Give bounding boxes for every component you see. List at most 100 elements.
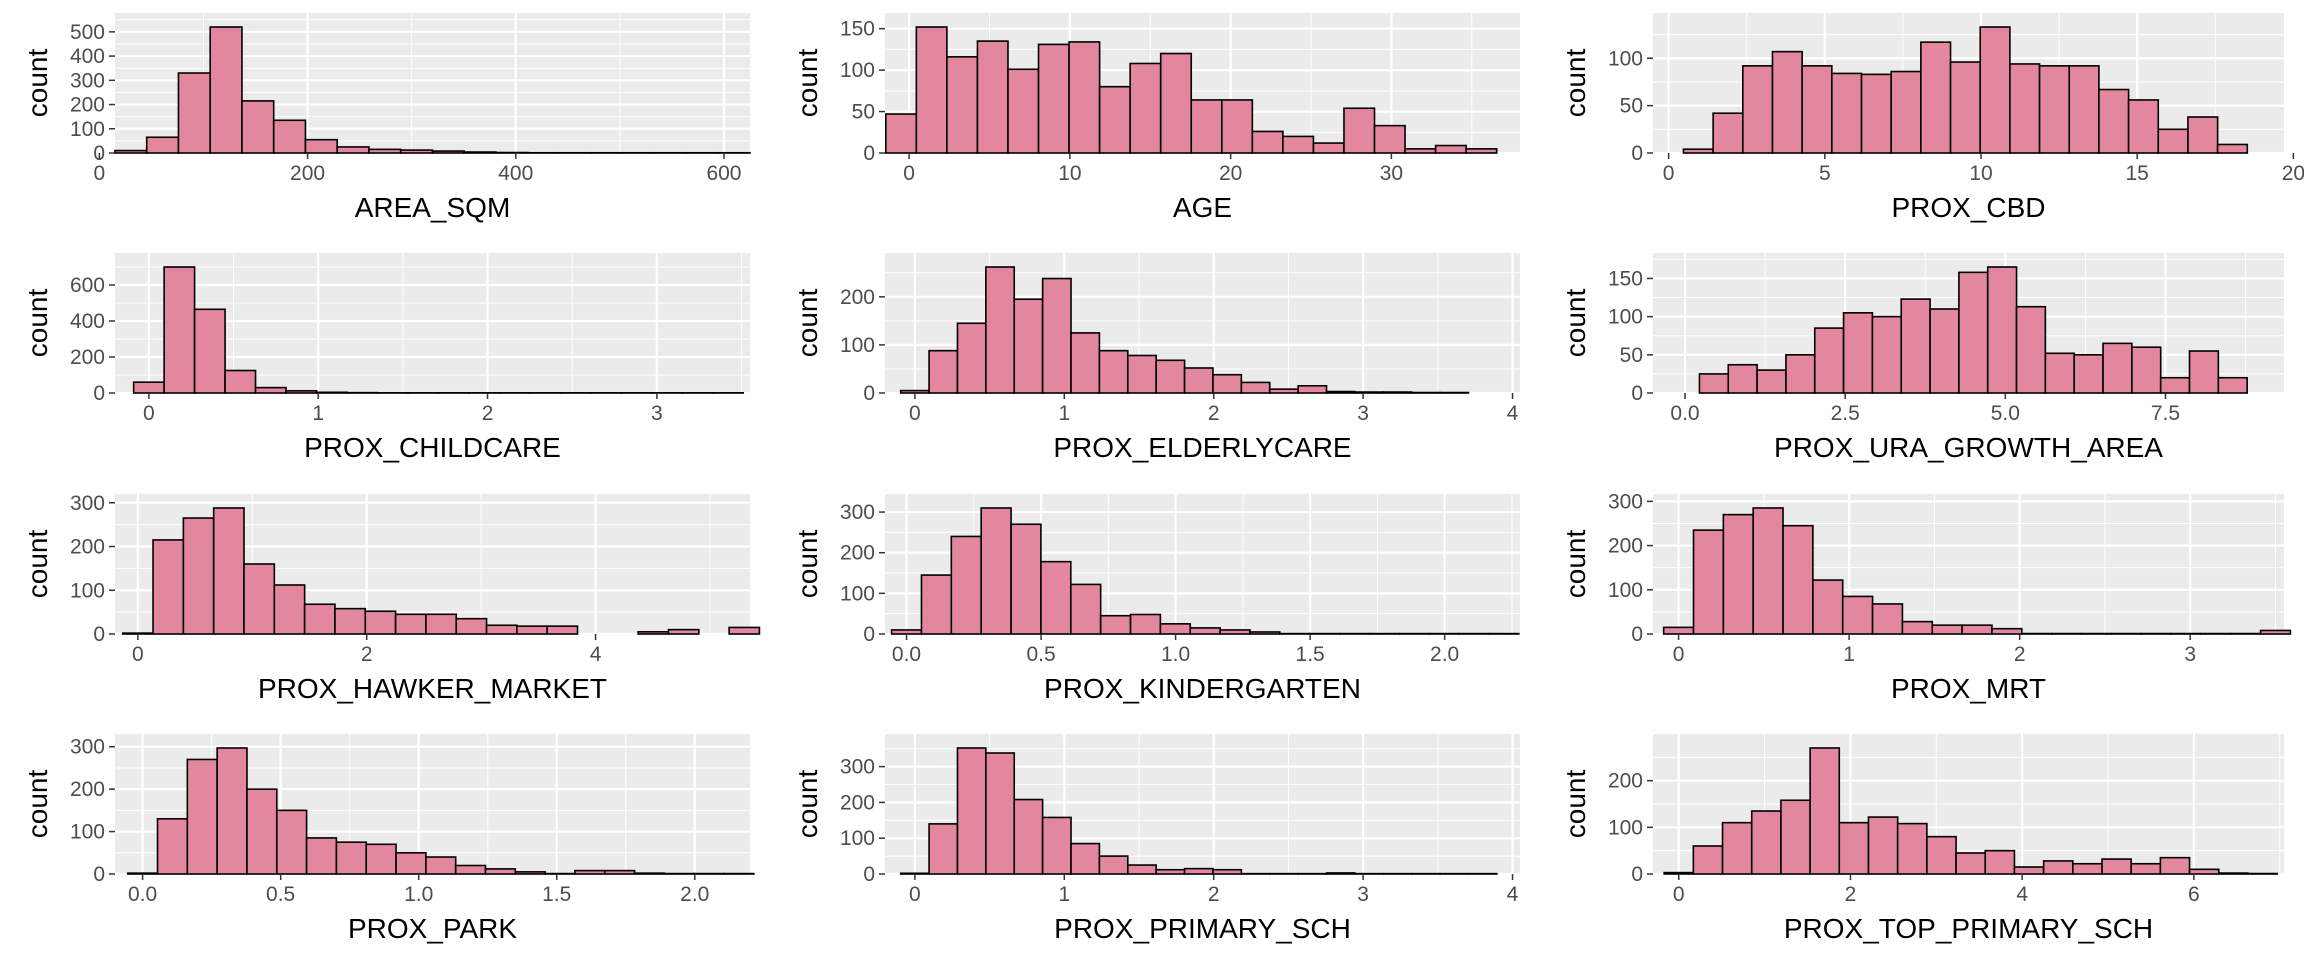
histogram-9-bar <box>1722 513 1754 635</box>
histogram-1-bar <box>463 151 497 154</box>
histogram-5-bar <box>1155 359 1186 394</box>
histogram-1-y-axis-title: count <box>22 49 53 118</box>
histogram-9-bar <box>1961 624 1993 635</box>
histogram-6-y-tick-label: 100 <box>1608 306 1643 329</box>
histogram-8-x-tick-label: 1.0 <box>1161 643 1190 666</box>
histogram-3-x-tick-label: 10 <box>1969 162 1992 185</box>
histogram-5-bar <box>1325 390 1356 394</box>
histogram-8-y-tick-label: 0 <box>863 623 875 646</box>
histogram-9-bar <box>1931 624 1963 635</box>
histogram-8-bar <box>1249 631 1281 635</box>
histogram-5-x-tick-label: 1 <box>1058 402 1070 425</box>
histogram-1-x-tick-label: 200 <box>290 162 325 185</box>
histogram-11-bar <box>1070 842 1101 875</box>
histogram-5-y-axis-title: count <box>792 289 823 358</box>
histogram-1-y-tick-label: 100 <box>70 118 105 141</box>
histogram-10-bar <box>216 747 248 875</box>
histogram-4-y-tick-label: 200 <box>70 346 105 369</box>
histogram-7-bar <box>212 507 245 635</box>
histogram-10-bar <box>365 843 397 875</box>
histogram-9: 0 100 200 300 0 1 2 3 PROX_MRT count <box>1560 490 2292 704</box>
histogram-1-bar <box>177 72 211 154</box>
histogram-12-bar <box>2217 872 2249 875</box>
histogram-4-bar <box>193 308 226 394</box>
histogram-10-x-tick-label: 2.0 <box>680 883 709 906</box>
histogram-12-bar <box>2042 860 2074 875</box>
histogram-9-bar <box>1812 579 1844 635</box>
histogram-4-bar <box>254 386 287 394</box>
histogram-9-x-tick-label: 1 <box>1843 643 1855 666</box>
histogram-10-bar <box>305 837 338 875</box>
histogram-11-x-tick-label: 3 <box>1357 883 1369 906</box>
histogram-5-bar <box>1183 367 1214 394</box>
histogram-3: 0 50 100 0 5 10 15 20 PROX_CBD count <box>1560 13 2304 223</box>
histogram-8-bar <box>980 507 1012 635</box>
histogram-6-bar <box>1958 271 1989 394</box>
histogram-12: 0 100 200 0 2 4 6 PROX_TOP_PRIMARY_SCH count <box>1560 734 2284 944</box>
histogram-4-bar <box>224 369 257 394</box>
histogram-2-bar <box>1098 85 1131 154</box>
histogram-3-bar <box>2187 116 2219 154</box>
histogram-5-bar <box>1070 332 1101 394</box>
histogram-11-x-tick-label: 4 <box>1507 883 1519 906</box>
histogram-12-bar <box>1896 822 1928 875</box>
histogram-12-bar <box>1721 821 1753 875</box>
histogram-12-bar <box>2072 862 2103 875</box>
histogram-1-y-tick-label: 200 <box>70 94 105 117</box>
histogram-9-bar <box>1991 627 2023 635</box>
histogram-5: 0 100 200 0 1 2 3 4 PROX_ELDERLYCARE count <box>792 253 1520 463</box>
histogram-6: 0 50 100 150 0.0 2.5 5.0 7.5 PROX_URA_GROWTH_ARE… <box>1560 253 2284 463</box>
histogram-11-y-tick-label: 300 <box>840 756 875 779</box>
histogram-4-x-tick-label: 0 <box>143 402 155 425</box>
histogram-6-bar <box>2015 305 2047 394</box>
histogram-3-bar <box>1682 148 1714 154</box>
histogram-6-bar <box>2159 376 2191 394</box>
histogram-2-bar <box>1220 99 1254 154</box>
histogram-2-bar <box>1282 135 1315 154</box>
histogram-8-y-tick-label: 100 <box>840 582 875 605</box>
histogram-5-x-tick-label: 0 <box>909 402 921 425</box>
histogram-11-x-tick-label: 1 <box>1058 883 1070 906</box>
histogram-5-bar <box>928 349 959 394</box>
histogram-11-bar <box>899 872 930 875</box>
histogram-9-x-tick-label: 3 <box>2184 643 2196 666</box>
histogram-7-bar <box>243 563 276 635</box>
histogram-9-x-tick-label: 2 <box>2014 643 2026 666</box>
histogram-9-y-tick-label: 300 <box>1608 490 1643 513</box>
histogram-6-bar <box>1986 266 2018 394</box>
histogram-3-x-tick-label: 0 <box>1663 162 1675 185</box>
histogram-12-x-tick-label: 4 <box>2016 883 2028 906</box>
histogram-5-bar <box>899 389 930 394</box>
histogram-12-x-axis-title: PROX_TOP_PRIMARY_SCH <box>1784 913 2153 944</box>
histogram-11-bar <box>1325 872 1356 875</box>
histogram-7-bar <box>394 613 427 635</box>
histogram-8-x-tick-label: 1.5 <box>1296 643 1325 666</box>
histogram-3-bar <box>2068 65 2100 154</box>
histogram-8-bar <box>1129 613 1162 635</box>
histogram-3-bar <box>1712 112 1744 154</box>
histogram-5-bar <box>1126 354 1157 394</box>
histogram-2-bar <box>1404 148 1437 154</box>
histogram-7-bar <box>728 626 761 635</box>
histogram-6-bar <box>1929 308 1960 394</box>
histogram-10-x-tick-label: 1.5 <box>542 883 571 906</box>
histogram-12-y-axis-title: count <box>1560 770 1591 839</box>
histogram-9-bar <box>1901 620 1934 635</box>
histogram-9-bar <box>1782 524 1814 635</box>
histogram-3-bar <box>2157 128 2189 154</box>
histogram-10-bar <box>126 872 159 875</box>
histogram-11-x-axis-title: PROX_PRIMARY_SCH <box>1054 913 1351 944</box>
histogram-11-y-tick-label: 0 <box>863 863 875 886</box>
histogram-6-y-axis-title: count <box>1560 289 1591 358</box>
histogram-10-bar <box>514 871 546 875</box>
histogram-11-x-tick-label: 2 <box>1208 883 1220 906</box>
histogram-12-bar <box>1926 835 1957 875</box>
histogram-9-bar <box>1841 595 1874 635</box>
histogram-3-y-tick-label: 100 <box>1608 47 1643 70</box>
histogram-5-bar <box>1240 381 1271 394</box>
histogram-2: 0 50 100 150 0 10 20 30 AGE count <box>792 13 1520 223</box>
histogram-2-bar <box>1434 144 1467 154</box>
histogram-2-bar <box>1068 41 1101 154</box>
histogram-7-bar <box>152 539 185 635</box>
